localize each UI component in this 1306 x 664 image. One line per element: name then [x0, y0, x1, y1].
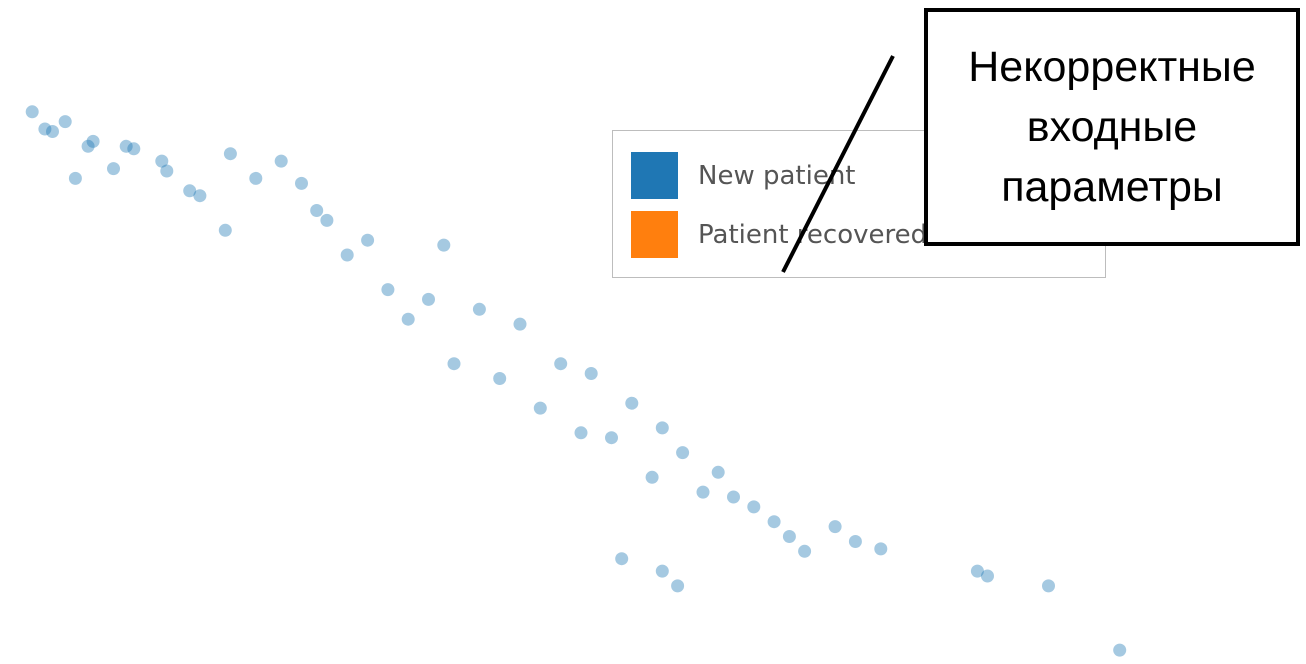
data-point — [574, 426, 588, 440]
data-point — [671, 579, 685, 593]
data-point — [46, 125, 59, 138]
data-point — [127, 142, 141, 156]
data-point — [655, 564, 669, 578]
data-point — [361, 233, 375, 247]
data-point — [58, 115, 72, 129]
legend-label-patient-recovered: Patient recovered — [698, 219, 928, 250]
data-point — [533, 401, 547, 415]
data-point — [584, 367, 598, 380]
data-point — [155, 154, 169, 168]
data-point — [711, 465, 725, 479]
legend-item-new-patient: New patient — [631, 152, 856, 199]
data-point — [68, 171, 82, 185]
data-point — [727, 490, 740, 504]
data-point — [340, 248, 354, 262]
data-point — [848, 535, 862, 548]
data-point — [223, 147, 237, 161]
data-point — [981, 569, 994, 583]
data-point — [38, 122, 52, 136]
data-point — [447, 357, 461, 371]
data-point — [310, 204, 324, 217]
data-point — [422, 292, 435, 306]
data-point — [160, 164, 174, 178]
data-point — [970, 564, 984, 578]
data-point — [107, 162, 120, 176]
legend-swatch-patient-recovered — [631, 211, 678, 258]
data-point — [655, 421, 669, 435]
data-point — [274, 154, 288, 168]
series-new-patient — [25, 105, 1127, 657]
data-point — [747, 500, 761, 514]
callout-text: Некорректные входные параметры — [968, 43, 1256, 211]
data-point — [183, 184, 197, 198]
data-point — [320, 213, 334, 227]
data-point — [119, 139, 133, 153]
data-point — [625, 396, 639, 410]
data-point — [554, 357, 568, 371]
data-point — [696, 485, 710, 499]
legend-label-new-patient: New patient — [698, 160, 856, 191]
data-point — [874, 542, 888, 556]
data-point — [615, 552, 629, 566]
data-point — [513, 317, 527, 331]
data-point — [381, 283, 395, 297]
data-point — [1113, 643, 1127, 657]
data-point — [1042, 579, 1055, 593]
data-point — [828, 520, 842, 534]
callout-box: Некорректные входные параметры — [924, 8, 1300, 246]
data-point — [782, 530, 796, 543]
data-point — [437, 238, 451, 252]
data-point — [605, 431, 618, 445]
data-point — [645, 470, 659, 484]
data-point — [472, 302, 486, 316]
data-point — [295, 176, 308, 190]
data-point — [767, 515, 781, 529]
data-point — [193, 189, 207, 203]
data-point — [249, 171, 263, 185]
data-point — [493, 372, 507, 385]
data-point — [798, 544, 812, 558]
legend-item-patient-recovered: Patient recovered — [631, 211, 927, 258]
data-point — [86, 134, 100, 148]
data-point — [81, 139, 95, 153]
data-point — [25, 105, 39, 119]
data-point — [401, 312, 415, 326]
legend-swatch-new-patient — [631, 152, 678, 199]
data-point — [676, 446, 690, 460]
data-point — [218, 223, 232, 237]
